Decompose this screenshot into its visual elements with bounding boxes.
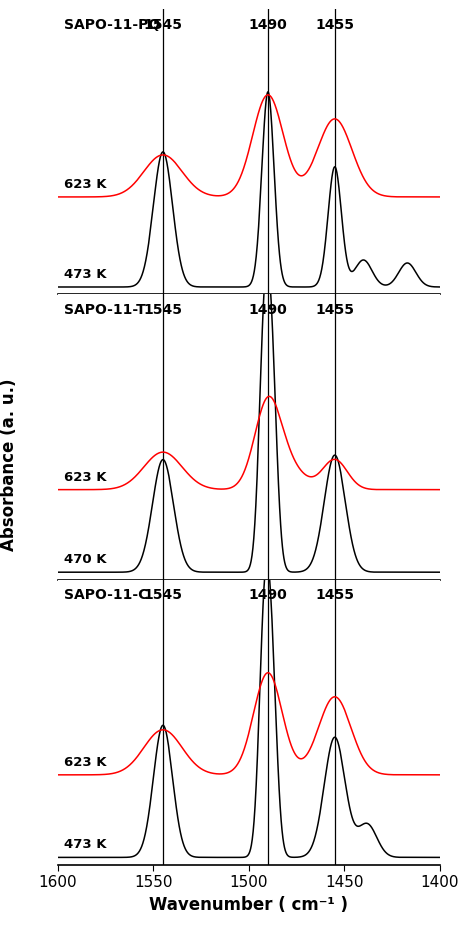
Text: SAPO-11-T: SAPO-11-T (64, 303, 146, 317)
Text: 1545: 1545 (144, 303, 182, 317)
Text: 473 K: 473 K (64, 838, 106, 851)
Text: Absorbance (a. u.): Absorbance (a. u.) (0, 379, 18, 551)
Text: 623 K: 623 K (64, 756, 106, 769)
Text: 623 K: 623 K (64, 178, 106, 191)
Text: 1455: 1455 (315, 588, 354, 602)
Text: 473 K: 473 K (64, 268, 106, 281)
Text: 1490: 1490 (248, 588, 287, 602)
Text: 1455: 1455 (315, 303, 354, 317)
Text: 1490: 1490 (248, 18, 287, 32)
Text: SAPO-11-PQ: SAPO-11-PQ (64, 18, 160, 32)
Text: 1455: 1455 (315, 18, 354, 32)
Text: 1545: 1545 (144, 18, 182, 32)
Text: 623 K: 623 K (64, 471, 106, 484)
Text: 1545: 1545 (144, 588, 182, 602)
Text: 1490: 1490 (248, 303, 287, 317)
Text: SAPO-11-C: SAPO-11-C (64, 588, 148, 602)
Text: 470 K: 470 K (64, 553, 106, 566)
X-axis label: Wavenumber ( cm⁻¹ ): Wavenumber ( cm⁻¹ ) (149, 896, 348, 914)
